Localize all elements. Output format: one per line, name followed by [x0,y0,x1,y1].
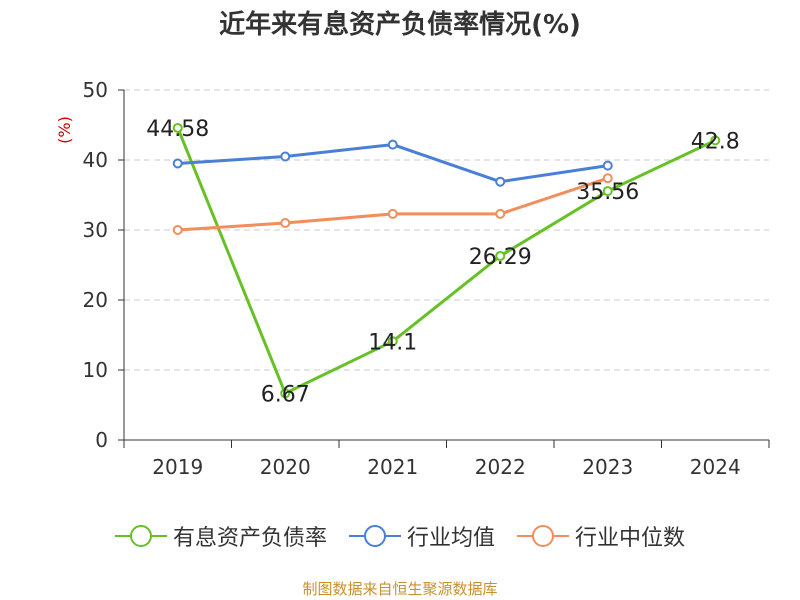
data-point [387,336,398,347]
x-tick-label: 2023 [582,455,633,479]
y-tick-label: 30 [83,218,108,242]
data-point [602,160,613,171]
data-label: 6.67 [261,382,310,407]
source-note: 制图数据来自恒生聚源数据库 [302,580,498,598]
data-point [387,139,398,150]
legend: 有息资产负债率 行业均值 行业中位数 [0,520,800,552]
x-tick-label: 2024 [690,455,741,479]
grid-lines [124,89,769,371]
data-label: 14.1 [368,330,417,355]
legend-swatch [114,525,167,547]
legend-swatch [517,525,569,547]
legend-swatch-marker [363,525,386,547]
data-point [602,173,613,184]
x-tick-label: 2019 [152,455,203,479]
data-point [387,208,398,219]
legend-swatch [348,525,401,547]
x-tick-label: 2020 [260,455,311,479]
data-label: 42.8 [691,129,740,154]
data-point [172,122,183,133]
data-labels: 44.58 6.67 14.1 26.29 35.56 42.8 [146,117,739,407]
data-label: 35.56 [576,180,639,205]
data-point [602,186,613,197]
data-point [280,388,291,399]
legend-swatch-marker [129,525,152,547]
series-lines [172,122,721,399]
legend-item-0[interactable]: 有息资产负债率 [114,520,327,552]
y-axis-title: (%) [55,116,74,144]
data-point [495,250,506,261]
series-line-2 [177,176,609,232]
series-line-0 [176,127,716,395]
legend-label: 行业均值 [406,526,495,551]
y-tick-label: 0 [95,428,108,452]
legend-label: 行业中位数 [575,526,686,551]
data-point [172,225,183,235]
data-point [280,218,291,228]
data-label: 26.29 [469,245,532,270]
axes: 0 10 20 30 40 50 (%) 2019 2020 2021 2022 2023 2024 [55,78,770,479]
chart-title: 近年来有息资产负债率情况(%) [219,10,581,40]
y-tick-label: 10 [83,358,108,382]
y-tick-label: 40 [83,148,108,172]
legend-label: 有息资产负债率 [172,526,327,551]
y-tick-label: 50 [83,78,108,102]
data-point [495,176,506,187]
legend-swatch-marker [532,525,554,547]
x-tick-label: 2022 [475,455,526,479]
data-point [280,151,291,162]
series-line-1 [177,143,608,184]
data-point [172,158,183,169]
data-point [495,208,506,219]
x-tick-label: 2021 [367,455,418,479]
legend-item-1[interactable]: 行业均值 [348,520,495,552]
data-point [710,135,721,146]
legend-item-2[interactable]: 行业中位数 [517,520,685,552]
data-label: 44.58 [146,117,209,142]
y-tick-label: 20 [83,288,108,312]
